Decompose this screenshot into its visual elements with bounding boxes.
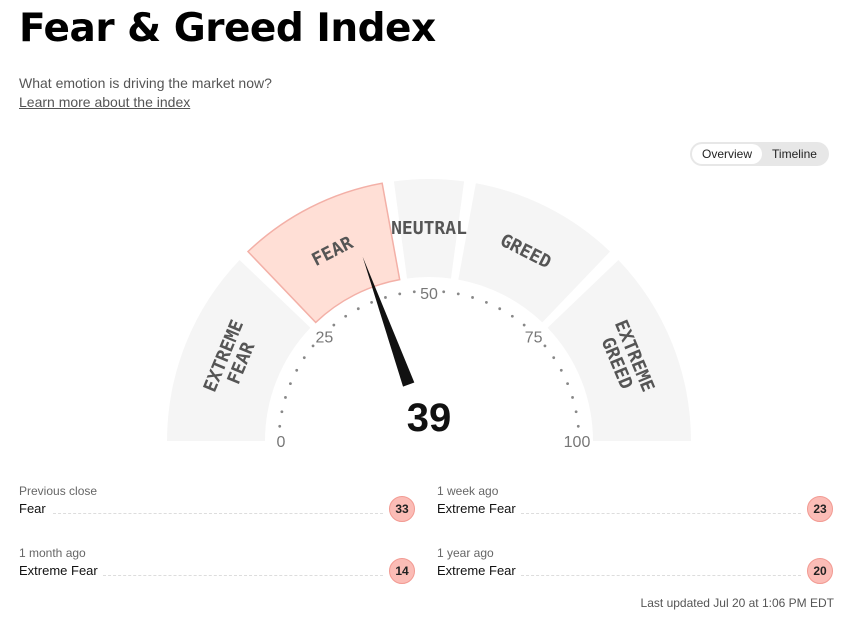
gauge-tick-label: 75: [525, 329, 543, 346]
gauge-zone-greed: [458, 183, 611, 323]
gauge-tick-dot: [302, 356, 306, 360]
timeline-tab[interactable]: Timeline: [772, 147, 817, 161]
gauge-tick-label: 0: [277, 434, 286, 451]
gauge-tick-dot: [332, 323, 336, 327]
history-when: 1 month ago: [19, 546, 86, 560]
gauge-tick-label: 100: [564, 434, 591, 451]
gauge-tick-dot: [510, 314, 514, 318]
dotted-divider: [521, 575, 801, 576]
fear-greed-gauge: EXTREMEFEARFEARNEUTRALGREEDEXTREMEGREED0…: [167, 179, 691, 455]
page-title: Fear & Greed Index: [19, 6, 436, 51]
view-toggle: Overview Timeline: [690, 142, 829, 166]
gauge-zone-fear: [246, 182, 401, 324]
gauge-tick-dot: [398, 292, 402, 296]
gauge-tick-dot: [280, 410, 284, 414]
gauge-tick-dot: [311, 344, 315, 348]
history-label: Fear: [19, 501, 46, 516]
gauge-tick-label: 50: [420, 286, 438, 303]
history-when: 1 week ago: [437, 484, 499, 498]
gauge-tick-dot: [412, 290, 416, 294]
dotted-divider: [521, 513, 801, 514]
gauge-center-hub: [376, 388, 482, 455]
history-score-badge: 14: [389, 558, 415, 584]
history-label: Extreme Fear: [437, 501, 516, 516]
gauge-tick-dot: [566, 382, 569, 385]
history-score-badge: 23: [807, 496, 833, 522]
gauge-tick-dot: [456, 292, 460, 296]
history-item-1-week-ago: 1 week ago Extreme Fear 23: [437, 484, 833, 530]
gauge-tick-dot: [485, 301, 488, 304]
history-label: Extreme Fear: [19, 563, 98, 578]
gauge-zone-extreme-fear: [167, 259, 311, 441]
history-when: Previous close: [19, 484, 98, 498]
gauge-tick-dot: [571, 396, 574, 399]
gauge-tick-dot: [295, 368, 299, 372]
gauge-tick-dot: [284, 396, 287, 399]
history-item-1-month-ago: 1 month ago Extreme Fear 14: [19, 546, 415, 592]
gauge-zone-label-neutral: NEUTRAL: [391, 218, 467, 239]
overview-tab[interactable]: Overview: [692, 144, 763, 164]
gauge-tick-dot: [471, 296, 474, 299]
last-updated-text: Last updated Jul 20 at 1:06 PM EDT: [640, 596, 834, 610]
gauge-tick-dot: [289, 382, 292, 385]
gauge-needle: [362, 256, 415, 387]
gauge-tick-dot: [498, 307, 502, 311]
gauge-tick-dot: [543, 344, 547, 348]
gauge-tick-dot: [370, 301, 373, 304]
gauge-tick-dot: [356, 307, 360, 311]
history-item-previous-close: Previous close Fear 33: [19, 484, 415, 530]
gauge-tick-dot: [576, 424, 580, 428]
dotted-divider: [53, 513, 383, 514]
gauge-value: 39: [407, 396, 452, 440]
gauge-tick-dot: [278, 424, 282, 428]
learn-more-link[interactable]: Learn more about the index: [19, 94, 191, 110]
dotted-divider: [103, 575, 383, 576]
gauge-tick-dot: [559, 368, 563, 372]
gauge-tick-dot: [574, 410, 578, 414]
gauge-tick-label: 25: [315, 329, 333, 346]
gauge-zone-neutral: [393, 179, 465, 279]
history-when: 1 year ago: [437, 546, 494, 560]
history-item-1-year-ago: 1 year ago Extreme Fear 20: [437, 546, 833, 592]
gauge-tick-dot: [384, 296, 387, 299]
gauge-tick-dot: [344, 314, 348, 318]
page-subtitle: What emotion is driving the market now?: [19, 75, 272, 91]
gauge-tick-dot: [522, 323, 526, 327]
gauge-tick-dot: [552, 356, 556, 360]
gauge-zone-extreme-greed: [547, 259, 691, 441]
history-score-badge: 33: [389, 496, 415, 522]
history-score-badge: 20: [807, 558, 833, 584]
history-label: Extreme Fear: [437, 563, 516, 578]
gauge-tick-dot: [442, 290, 446, 294]
